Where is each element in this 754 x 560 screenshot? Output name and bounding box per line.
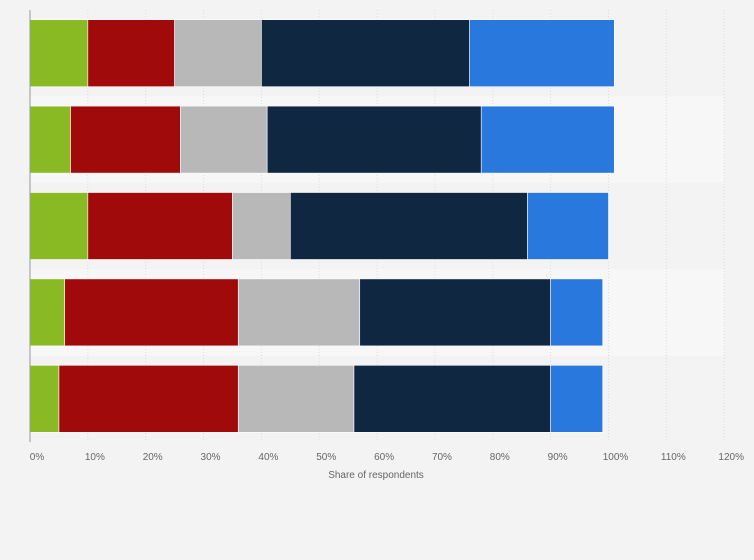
bar-segment[interactable] [237, 278, 361, 347]
bar-segment[interactable] [180, 105, 268, 174]
bar-segment[interactable] [29, 364, 60, 433]
bar-segment[interactable] [237, 364, 355, 433]
bar-segment[interactable] [29, 105, 71, 174]
bar-segment[interactable] [29, 278, 66, 347]
x-tick-label: 0% [30, 452, 45, 463]
bar-segment[interactable] [87, 192, 233, 260]
bars-group [29, 19, 615, 433]
bar-segment[interactable] [29, 19, 89, 88]
x-tick-label: 30% [201, 452, 221, 463]
bar-segment[interactable] [261, 19, 470, 88]
bar-segment[interactable] [232, 192, 291, 260]
x-tick-label: 110% [661, 452, 686, 463]
bar-segment[interactable] [550, 278, 604, 347]
bar-segment[interactable] [87, 19, 175, 88]
x-tick-label: 120% [718, 452, 744, 463]
bar-segment[interactable] [174, 19, 262, 88]
bar-segment[interactable] [480, 105, 615, 174]
x-tick-label: 20% [143, 452, 163, 463]
x-tick-label: 50% [316, 452, 336, 463]
bar-segment[interactable] [550, 364, 604, 433]
bar-segment[interactable] [359, 278, 551, 347]
x-tick-label: 60% [374, 452, 394, 463]
bar-segment[interactable] [58, 364, 239, 433]
bar-segment[interactable] [353, 364, 551, 433]
bar-segment[interactable] [266, 105, 482, 174]
x-axis-title: Share of respondents [328, 470, 424, 481]
x-tick-labels: 0% 10% 20% 30% 40% 50% 60% 70% 80% 90% 100% 110% 120… [30, 452, 744, 463]
bar-segment[interactable] [64, 278, 239, 347]
bar-segment[interactable] [527, 192, 609, 260]
bar-segment[interactable] [290, 192, 528, 260]
bar-segment[interactable] [29, 192, 89, 260]
x-tick-label: 80% [490, 452, 510, 463]
x-tick-label: 100% [603, 452, 629, 463]
bar-segment[interactable] [70, 105, 181, 174]
x-tick-label: 10% [85, 452, 105, 463]
x-tick-label: 40% [258, 452, 278, 463]
x-tick-label: 90% [548, 452, 568, 463]
x-tick-label: 70% [432, 452, 452, 463]
bar-segment[interactable] [469, 19, 615, 88]
